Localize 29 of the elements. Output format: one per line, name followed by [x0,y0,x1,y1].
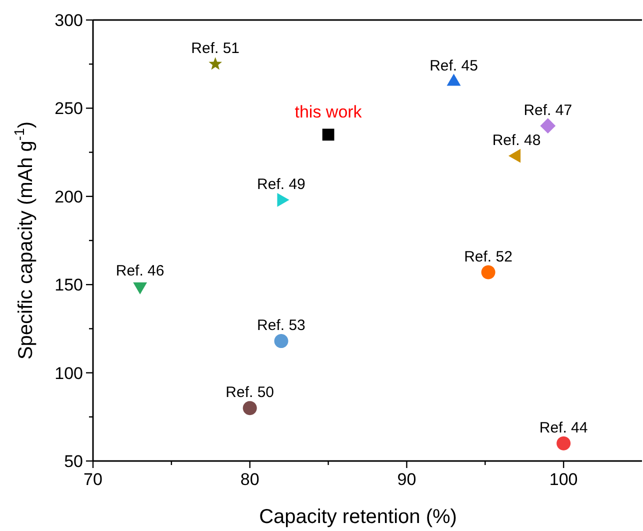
series-label: Ref. 48 [492,132,541,149]
series-label: Ref. 47 [524,102,572,119]
y-tick-label: 250 [54,99,83,118]
y-tick-label: 100 [54,364,83,383]
point [208,57,222,70]
point [481,265,496,280]
series-label: Ref. 52 [464,248,512,266]
x-tick-label: 80 [240,470,260,489]
y-tick-label: 50 [64,452,83,471]
x-tick-label: 90 [397,470,416,489]
point [322,128,334,141]
point [556,436,571,450]
point [242,401,257,416]
series-label: Ref. 51 [191,40,240,58]
x-tick-label: 70 [84,470,102,489]
y-tick-label: 300 [54,10,83,30]
x-tick-label: 100 [549,470,578,489]
series-label: Ref. 49 [257,176,306,193]
point [274,334,288,348]
point [540,118,556,134]
x-axis-title: Capacity retention (%) [259,506,457,528]
series-label: Ref. 53 [257,317,306,334]
series-label: Ref. 45 [430,58,478,75]
series-label: Ref. 46 [116,262,164,280]
series-label: Ref. 44 [539,419,588,436]
y-tick-label: 150 [54,276,83,295]
annotation: this work [294,102,362,122]
series-label: Ref. 50 [226,384,274,402]
y-tick-label: 200 [54,187,83,206]
